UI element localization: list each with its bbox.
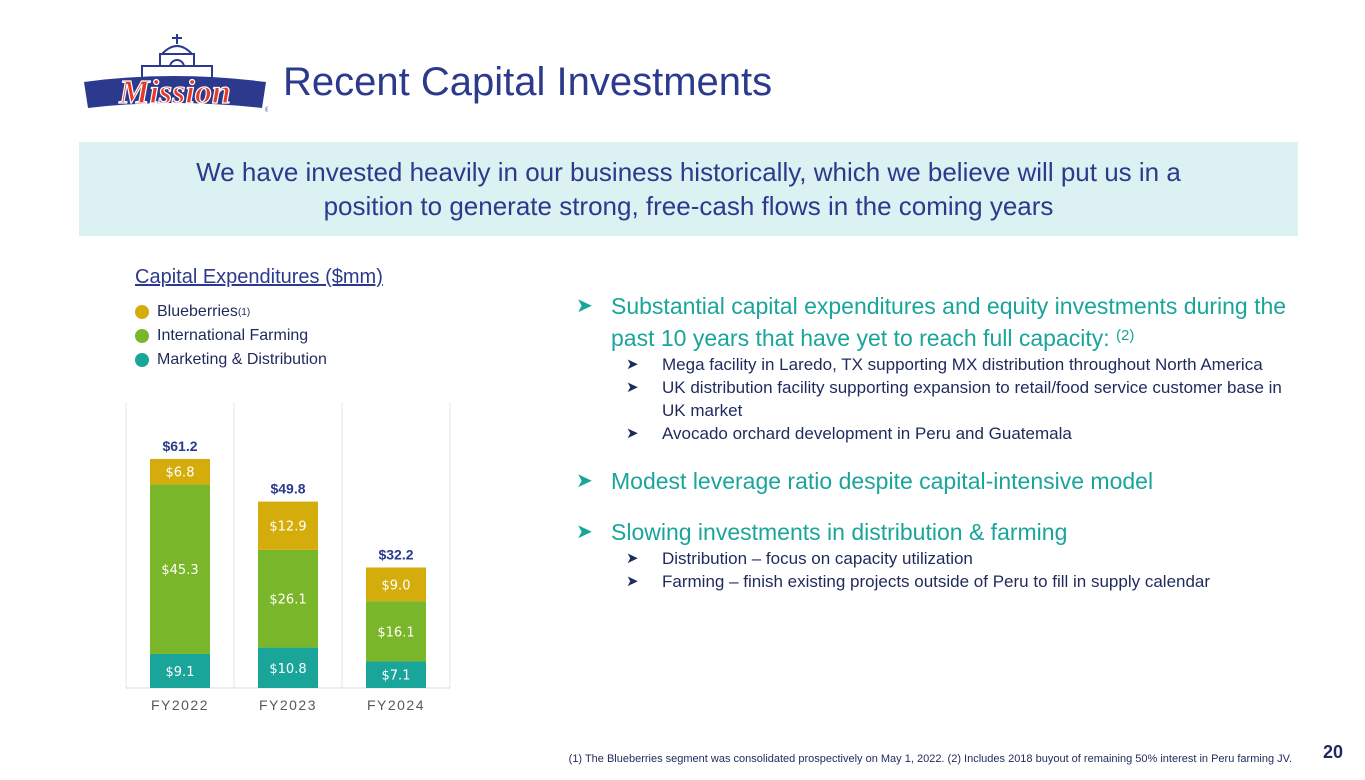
legend-item-international-farming: International Farming	[135, 324, 327, 348]
sub-bullet-text: Avocado orchard development in Peru and …	[662, 424, 1072, 443]
data-label: $26.1	[269, 593, 306, 608]
x-tick-label: FY2023	[259, 697, 317, 713]
bar-segment	[258, 501, 318, 550]
arrow-icon: ➤	[626, 550, 639, 567]
legend-label: Marketing & Distribution	[157, 351, 327, 368]
banner-line-1: We have invested heavily in our business…	[196, 157, 1181, 187]
mission-logo: Mission ®	[82, 34, 271, 114]
x-tick-label: FY2024	[367, 697, 425, 713]
bullet-text: Modest leverage ratio despite capital-in…	[611, 468, 1154, 494]
legend-item-marketing-distribution: Marketing & Distribution	[135, 348, 327, 372]
svg-text:®: ®	[265, 106, 268, 114]
data-label: $6.8	[166, 466, 195, 481]
bar-segment	[366, 567, 426, 602]
chart-legend: Blueberries (1) International Farming Mar…	[135, 300, 327, 372]
headline-banner: We have invested heavily in our business…	[79, 142, 1298, 236]
data-label: $7.1	[382, 669, 411, 684]
bullet-text: Slowing investments in distribution & fa…	[611, 519, 1068, 545]
bullet-capex: ➤ Substantial capital expenditures and e…	[576, 292, 1306, 353]
legend-item-blueberries: Blueberries (1)	[135, 300, 327, 324]
data-label: $12.9	[269, 520, 306, 535]
bar-segment	[258, 647, 318, 688]
arrow-icon: ➤	[576, 470, 593, 492]
arrow-icon: ➤	[626, 379, 639, 396]
bullet-text: Substantial capital expenditures and equ…	[611, 293, 1287, 351]
arrow-icon: ➤	[626, 356, 639, 373]
legend-label: International Farming	[157, 327, 309, 344]
page-number: 20	[1322, 742, 1343, 762]
legend-dot-icon	[135, 353, 149, 367]
bar-segment	[366, 661, 426, 688]
total-label: $49.8	[270, 481, 305, 497]
capex-stacked-bar-chart: $9.1 $45.3 $6.8 $61.2 FY2022 $10.8 $26.1 $12.9 $…	[125, 402, 451, 713]
data-label: $10.8	[269, 662, 306, 677]
legend-footnote-ref: (1)	[237, 306, 251, 318]
total-label: $61.2	[162, 438, 197, 454]
bar-segment	[366, 601, 426, 662]
data-label: $9.0	[382, 578, 411, 593]
sub-bullet: ➤ Avocado orchard development in Peru an…	[576, 422, 1306, 445]
footnote: (1) The Blueberries segment was consolid…	[568, 753, 1292, 765]
data-label: $45.3	[161, 563, 198, 578]
legend-label: Blueberries	[157, 303, 238, 320]
bullet-footnote-ref: (2)	[1116, 327, 1135, 344]
sub-bullet: ➤ Distribution – focus on capacity utili…	[576, 547, 1306, 570]
sub-bullet: ➤ UK distribution facility supporting ex…	[576, 376, 1306, 422]
arrow-icon: ➤	[626, 425, 639, 442]
data-label: $9.1	[166, 665, 195, 680]
legend-dot-icon	[135, 305, 149, 319]
sub-bullet: ➤ Farming – finish existing projects out…	[576, 570, 1306, 593]
bar-segment	[150, 653, 210, 688]
bullet-slowing: ➤ Slowing investments in distribution & …	[576, 518, 1306, 547]
data-label: $16.1	[377, 625, 414, 640]
banner-line-2: position to generate strong, free-cash f…	[323, 191, 1054, 221]
x-tick-label: FY2022	[151, 697, 209, 713]
sub-bullet-text: Mega facility in Laredo, TX supporting M…	[662, 355, 1263, 374]
arrow-icon: ➤	[576, 521, 593, 543]
sub-bullet-text: UK distribution facility supporting expa…	[662, 378, 1282, 420]
total-label: $32.2	[378, 546, 413, 562]
bar-segment	[150, 484, 210, 654]
bar-segment	[150, 458, 210, 485]
sub-bullet: ➤ Mega facility in Laredo, TX supporting…	[576, 353, 1306, 376]
logo-wordmark: Mission	[118, 74, 231, 111]
chart-title: Capital Expenditures ($mm)	[135, 266, 383, 288]
arrow-icon: ➤	[626, 573, 639, 590]
sub-bullet-text: Farming – finish existing projects outsi…	[662, 572, 1211, 591]
legend-dot-icon	[135, 329, 149, 343]
sub-bullet-text: Distribution – focus on capacity utiliza…	[662, 549, 973, 568]
bullet-leverage: ➤ Modest leverage ratio despite capital-…	[576, 467, 1306, 496]
page-title: Recent Capital Investments	[283, 60, 773, 104]
bar-segment	[258, 549, 318, 648]
bullet-list: ➤ Substantial capital expenditures and e…	[576, 292, 1306, 593]
arrow-icon: ➤	[576, 295, 593, 317]
